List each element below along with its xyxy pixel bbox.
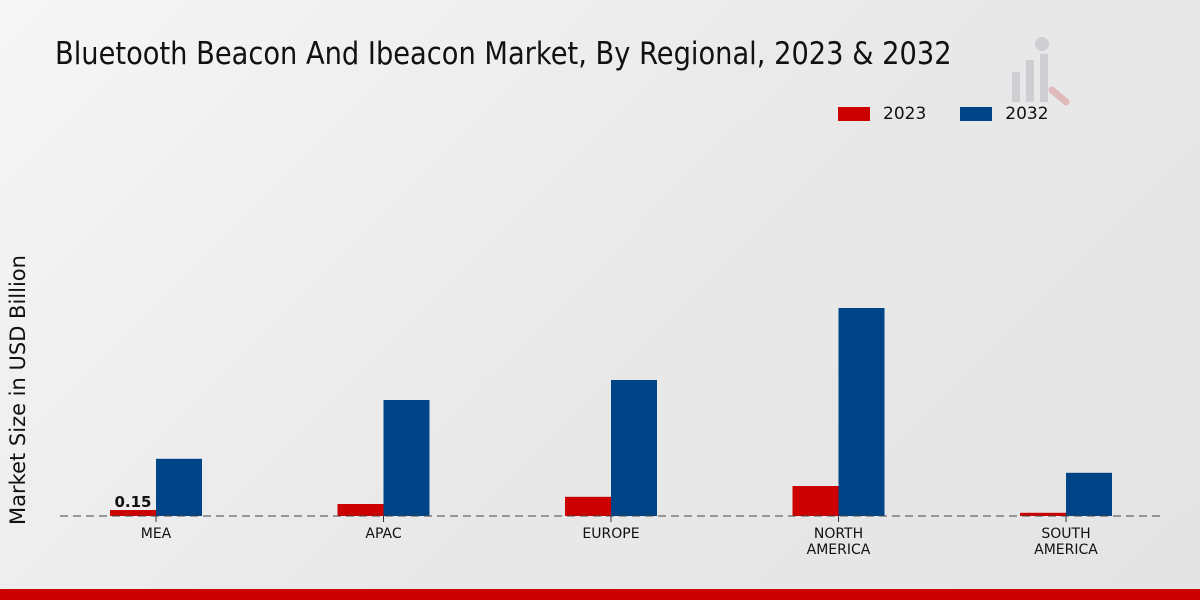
bar-2032-mea xyxy=(156,458,202,516)
x-tick-label: APAC xyxy=(365,526,401,542)
footer-bar xyxy=(0,589,1200,600)
x-tick-label: SOUTH xyxy=(1041,526,1090,542)
x-tick-label: AMERICA xyxy=(807,542,871,558)
data-label: 0.15 xyxy=(114,493,151,511)
x-tick-label: NORTH xyxy=(814,526,863,542)
legend-swatch-2032 xyxy=(960,107,993,121)
legend: 2023 2032 xyxy=(838,104,1049,124)
bar-2032-europe xyxy=(611,380,657,516)
x-tick-label: MEA xyxy=(141,526,172,542)
x-tick-label: AMERICA xyxy=(1034,542,1098,558)
watermark-logo-icon xyxy=(1012,37,1070,106)
bar-2023-apac xyxy=(337,504,384,516)
bar-2032-south-america xyxy=(1066,472,1112,516)
legend-item-2032: 2032 xyxy=(960,104,1049,124)
bar-2032-north-america xyxy=(838,308,885,516)
bar-2023-north-america xyxy=(792,486,839,516)
chart-title: Bluetooth Beacon And Ibeacon Market, By … xyxy=(55,36,952,72)
legend-label-2023: 2023 xyxy=(883,104,927,124)
legend-label-2032: 2032 xyxy=(1005,104,1049,124)
bar-2032-apac xyxy=(383,400,430,516)
bar-2023-south-america xyxy=(1020,512,1066,516)
x-tick-label: EUROPE xyxy=(582,526,639,542)
bar-2023-europe xyxy=(565,496,611,516)
legend-item-2023: 2023 xyxy=(838,104,926,124)
bar-2023-mea xyxy=(110,510,156,516)
legend-swatch-2023 xyxy=(838,107,870,121)
